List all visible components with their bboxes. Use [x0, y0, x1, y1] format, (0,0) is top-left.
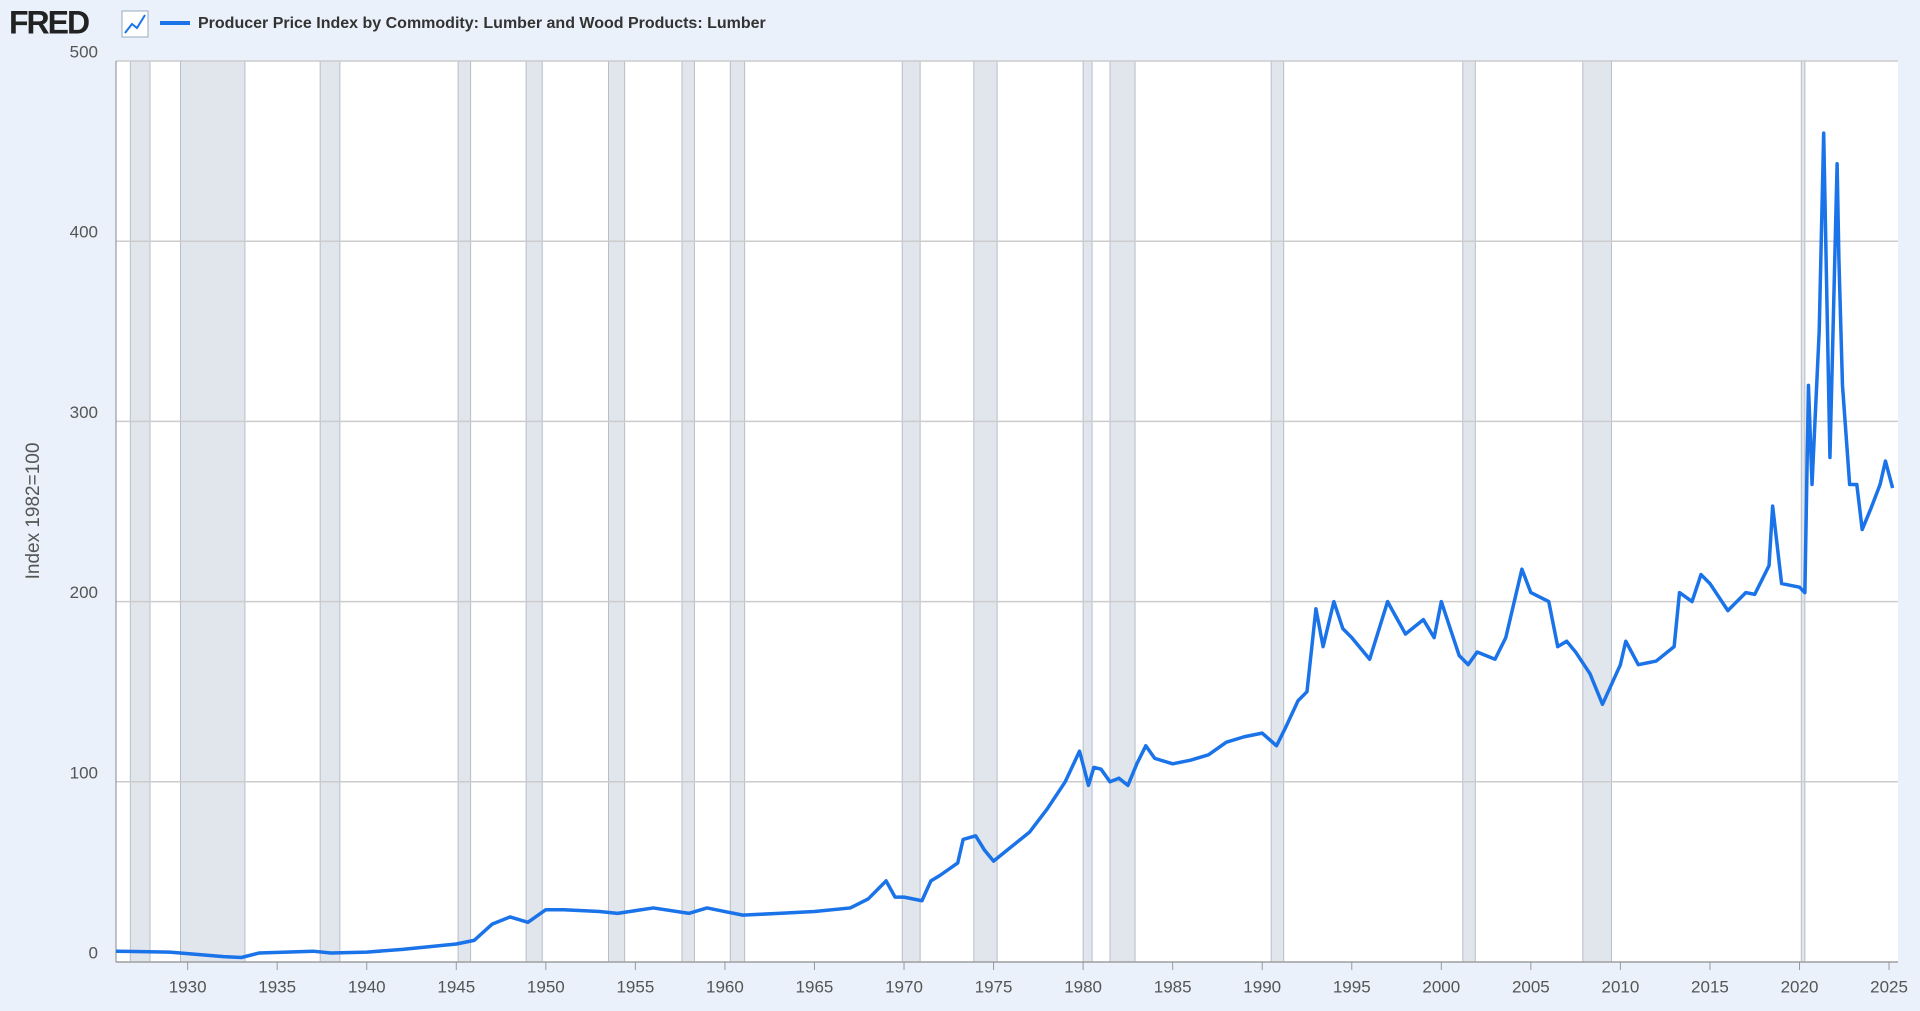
logo: FRED: [9, 4, 89, 40]
x-tick-label: 1930: [169, 977, 207, 996]
y-tick-label: 100: [70, 763, 98, 782]
x-tick-label: 1970: [885, 977, 923, 996]
x-tick-label: 1940: [348, 977, 386, 996]
x-tick-label: 1990: [1243, 977, 1281, 996]
y-tick-label: 500: [70, 42, 98, 61]
recession-band: [1462, 60, 1476, 963]
line-series: [115, 131, 1895, 960]
recession-band: [129, 60, 151, 963]
x-tick-label: 2005: [1512, 977, 1550, 996]
recession-band: [319, 60, 341, 963]
y-tick-label: 400: [70, 223, 98, 242]
x-tick-label: 2010: [1601, 977, 1639, 996]
y-tick-label: 0: [89, 943, 98, 962]
x-tick-label: 1945: [437, 977, 475, 996]
recession-band: [729, 60, 746, 963]
recession-band: [608, 60, 626, 963]
x-tick-label: 1965: [796, 977, 834, 996]
logo-icon: [121, 10, 149, 38]
x-tick-label: 2020: [1781, 977, 1819, 996]
recession-band: [1582, 60, 1612, 963]
y-axis-label: Index 1982=100: [23, 443, 44, 580]
recession-band: [1109, 60, 1136, 963]
x-tick-label: 1935: [258, 977, 296, 996]
recession-band: [1270, 60, 1285, 963]
legend-label: Producer Price Index by Commodity: Lumbe…: [198, 15, 766, 32]
x-tick-label: 1960: [706, 977, 744, 996]
recession-band: [973, 60, 998, 963]
recession-band: [457, 60, 472, 963]
x-tick-label: 1980: [1064, 977, 1102, 996]
x-tick-label: 1995: [1333, 977, 1371, 996]
x-tick-label: 2015: [1691, 977, 1729, 996]
x-tick-label: 2000: [1422, 977, 1460, 996]
recession-band: [681, 60, 695, 963]
x-tick-label: 1975: [975, 977, 1013, 996]
x-tick-label: 1955: [616, 977, 654, 996]
recession-band: [179, 60, 246, 963]
recession-band: [901, 60, 921, 963]
y-tick-label: 200: [70, 583, 98, 602]
plot-area: [116, 61, 1898, 962]
x-tick-label: 1950: [527, 977, 565, 996]
y-tick-label: 300: [70, 403, 98, 422]
x-tick-label: 1985: [1154, 977, 1192, 996]
recession-band: [525, 60, 543, 963]
recession-band: [1082, 60, 1093, 963]
recession-band: [1800, 60, 1806, 963]
x-tick-label: 2025: [1870, 977, 1908, 996]
